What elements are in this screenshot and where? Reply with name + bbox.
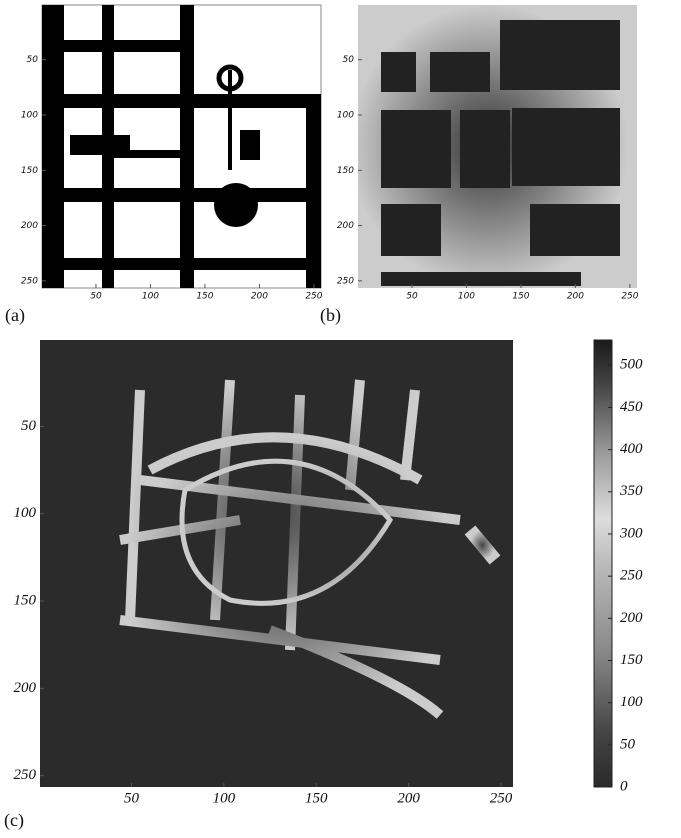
x-tick-label: 150 — [512, 292, 529, 302]
x-tick-label: 250 — [621, 292, 638, 302]
panel-label: (b) — [320, 305, 341, 326]
image-b — [358, 5, 637, 288]
x-tick-label: 100 — [142, 292, 159, 302]
x-tick-label: 50 — [124, 790, 140, 806]
y-tick-label: 150 — [337, 166, 354, 176]
colorbar-tick-label: 400 — [620, 441, 643, 457]
colorbar-tick-label: 50 — [620, 736, 636, 752]
figure: 50 100 150 200 250 50 100 150 200 250 (a) 50 100 150 2… — [0, 0, 681, 838]
colorbar-tick-label: 500 — [620, 357, 643, 373]
y-tick-label: 200 — [21, 221, 38, 231]
y-tick-label: 150 — [14, 592, 37, 608]
colorbar-tick-label: 450 — [620, 399, 643, 415]
colorbar-tick-label: 100 — [620, 694, 643, 710]
x-tick-label: 100 — [213, 790, 236, 806]
x-tick-label: 100 — [458, 292, 475, 302]
y-tick-label: 100 — [14, 505, 37, 521]
x-tick-label: 150 — [196, 292, 213, 302]
x-tick-label: 200 — [567, 292, 584, 302]
y-tick-label: 100 — [337, 110, 354, 120]
x-tick-label: 200 — [251, 292, 268, 302]
y-tick-label: 50 — [27, 55, 39, 65]
y-tick-label: 50 — [21, 418, 37, 434]
x-tick-label: 50 — [90, 292, 102, 302]
x-tick-label: 150 — [305, 790, 328, 806]
y-tick-label: 250 — [337, 276, 354, 286]
panel-label: (c) — [4, 810, 24, 831]
colorbar-tick-label: 250 — [620, 568, 643, 584]
x-tick-label: 50 — [406, 292, 418, 302]
y-tick-label: 150 — [21, 166, 38, 176]
colorbar-tick-label: 200 — [620, 610, 643, 626]
panel-label: (a) — [5, 305, 25, 326]
x-tick-label: 200 — [397, 790, 420, 806]
x-tick-label: 250 — [305, 292, 322, 302]
y-tick-label: 50 — [343, 55, 355, 65]
y-tick-label: 250 — [14, 767, 37, 783]
x-tick-label: 250 — [490, 790, 513, 806]
image-a — [42, 5, 321, 288]
colorbar-tick-label: 350 — [619, 483, 643, 499]
colorbar-tick-label: 0 — [620, 778, 628, 794]
y-tick-label: 200 — [337, 221, 354, 231]
y-tick-label: 250 — [21, 276, 38, 286]
y-tick-label: 100 — [21, 110, 38, 120]
y-tick-label: 200 — [14, 680, 37, 696]
colorbar-tick-label: 150 — [620, 652, 643, 668]
image-c — [40, 340, 513, 787]
colorbar-tick-label: 300 — [619, 525, 643, 541]
